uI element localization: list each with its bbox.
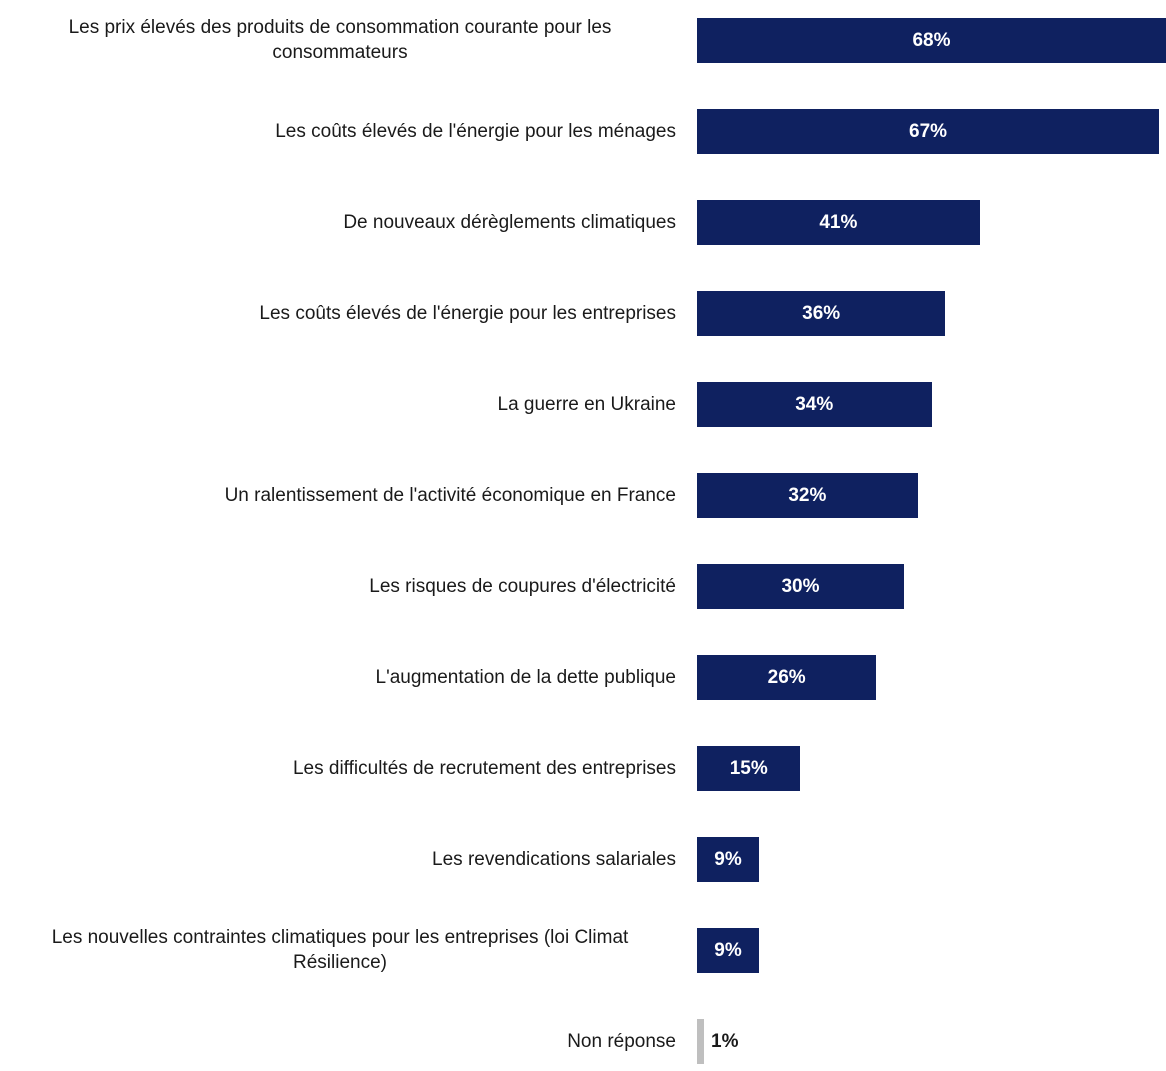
bar bbox=[697, 17, 1166, 63]
bar bbox=[697, 745, 801, 791]
bar bbox=[697, 108, 1160, 154]
data-label: 41% bbox=[819, 211, 858, 233]
data-label: 9% bbox=[714, 848, 742, 870]
category-label-text: L'augmentation de la dette publique bbox=[375, 666, 676, 688]
category-label: La guerre en Ukraine bbox=[4, 374, 677, 434]
category-label-text: Les prix élevés des produits de consomma… bbox=[68, 17, 612, 63]
bar bbox=[697, 1018, 704, 1064]
category-label: L'augmentation de la dette publique bbox=[4, 647, 676, 707]
category-label: Les risques de coupures d'électricité bbox=[4, 556, 676, 616]
bar bbox=[697, 381, 932, 427]
category-label: Les nouvelles contraintes climatiques po… bbox=[4, 920, 676, 980]
bar bbox=[697, 836, 760, 882]
category-label-text: Les difficultés de recrutement des entre… bbox=[292, 757, 676, 779]
category-label: Les coûts élevés de l'énergie pour les m… bbox=[4, 101, 676, 161]
category-label-text: De nouveaux dérèglements climatiques bbox=[343, 211, 676, 233]
bar bbox=[697, 927, 760, 973]
data-label: 36% bbox=[802, 302, 841, 324]
data-label: 68% bbox=[912, 29, 951, 51]
bar bbox=[697, 654, 877, 700]
category-label-text: Les coûts élevés de l'énergie pour les m… bbox=[275, 120, 676, 142]
data-label: 1% bbox=[711, 1030, 739, 1052]
category-label: Un ralentissement de l'activité économiq… bbox=[4, 465, 676, 525]
bar bbox=[697, 563, 904, 609]
category-label-text: Les risques de coupures d'électricité bbox=[369, 575, 676, 597]
category-label: Non réponse bbox=[4, 1011, 676, 1071]
data-label: 15% bbox=[729, 757, 768, 779]
category-label: Les difficultés de recrutement des entre… bbox=[4, 738, 676, 798]
category-label: Les coûts élevés de l'énergie pour les e… bbox=[4, 283, 676, 343]
horizontal-bar-chart: Les prix élevés des produits de consomma… bbox=[4, 10, 1166, 1064]
category-label-text: La guerre en Ukraine bbox=[497, 393, 677, 415]
data-label: 32% bbox=[788, 484, 827, 506]
category-label-text: Un ralentissement de l'activité économiq… bbox=[224, 484, 676, 506]
data-label: 9% bbox=[714, 939, 742, 961]
category-label-text: Les nouvelles contraintes climatiques po… bbox=[51, 927, 629, 973]
category-label-text: Non réponse bbox=[567, 1030, 676, 1052]
category-label-text: Les coûts élevés de l'énergie pour les e… bbox=[259, 302, 676, 324]
bar bbox=[697, 199, 980, 245]
data-label: 67% bbox=[909, 120, 948, 142]
category-label: Les revendications salariales bbox=[4, 829, 676, 889]
bar bbox=[697, 472, 918, 518]
data-label: 34% bbox=[795, 393, 834, 415]
category-label: De nouveaux dérèglements climatiques bbox=[4, 192, 676, 252]
data-label: 26% bbox=[767, 666, 806, 688]
category-label: Les prix élevés des produits de consomma… bbox=[4, 10, 676, 70]
bar bbox=[697, 290, 946, 336]
category-label-text: Les revendications salariales bbox=[432, 848, 676, 870]
data-label: 30% bbox=[781, 575, 820, 597]
